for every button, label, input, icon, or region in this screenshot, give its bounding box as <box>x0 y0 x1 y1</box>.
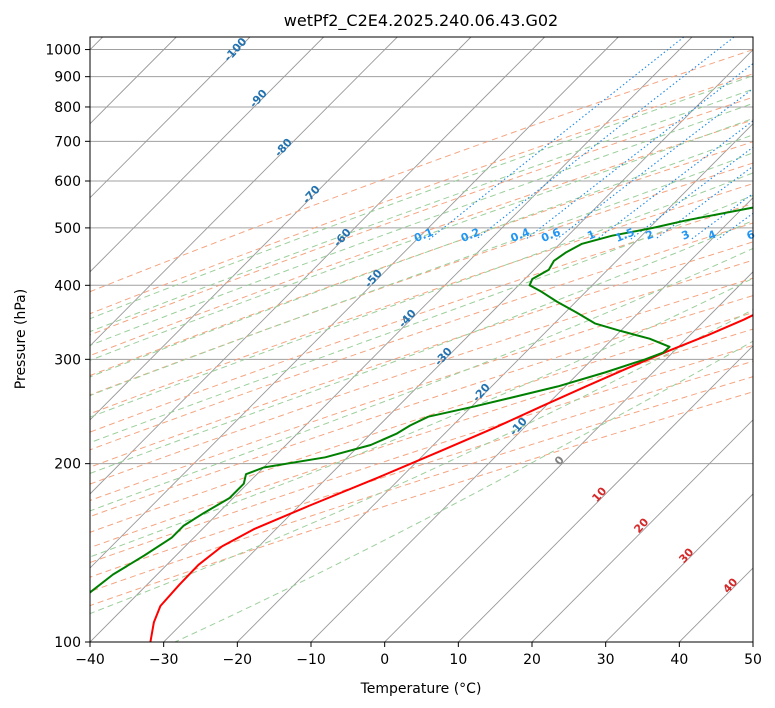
plot-background <box>90 37 753 642</box>
isotherm-line <box>90 37 398 347</box>
x-tick-label: 50 <box>744 652 762 668</box>
x-tick-label: −30 <box>149 652 179 668</box>
mixing-ratio-line <box>756 37 775 240</box>
dry-adiabat-line <box>90 222 753 451</box>
isotherm-line <box>90 37 545 495</box>
moist-adiabat-line <box>90 194 753 444</box>
background-lines <box>90 37 775 642</box>
y-tick-label: 400 <box>54 278 81 294</box>
dry-adiabat-line <box>90 360 753 578</box>
dry-adiabat-line <box>90 391 753 607</box>
isotherm-line <box>90 37 619 569</box>
y-tick-label: 900 <box>54 70 81 86</box>
profile-lines <box>90 206 753 642</box>
isotherm-line <box>237 123 753 642</box>
mixing-ratio-line <box>475 37 735 240</box>
dry-adiabat-line <box>90 96 753 336</box>
x-tick-label: −10 <box>296 652 326 668</box>
dewpoint-profile-line <box>90 206 753 594</box>
isotherm-line <box>90 37 251 199</box>
mixing-ratio-line <box>690 192 753 240</box>
isotherm-line <box>310 197 753 642</box>
dry-adiabat-line <box>90 259 753 485</box>
y-axis-title: Pressure (hPa) <box>13 289 29 389</box>
plot-frame <box>89 36 754 643</box>
mixing-ratio-label: 8 <box>773 228 775 243</box>
mixing-ratio-line <box>555 87 753 240</box>
isotherm-line <box>90 37 324 273</box>
mixing-ratio-line <box>428 37 685 240</box>
x-tick-label: 40 <box>670 652 688 668</box>
x-tick-label: 10 <box>449 652 467 668</box>
mixing-ratio-label: 1 <box>585 228 597 243</box>
dry-adiabat-line <box>90 344 753 564</box>
x-tick-label: 20 <box>523 652 541 668</box>
moist-adiabat-line <box>90 172 753 418</box>
x-tick-label: 0 <box>380 652 389 668</box>
isotherm-line <box>384 271 753 642</box>
y-tick-label: 700 <box>54 134 81 150</box>
moist-adiabat-line <box>90 152 753 397</box>
isotherm-line <box>458 345 753 642</box>
isotherm-line <box>163 49 753 642</box>
moist-adiabat-line <box>90 134 753 378</box>
mixing-ratio-line <box>525 62 753 240</box>
mixing-ratio-line <box>629 146 753 240</box>
chart-title: wetPf2_C2E4.2025.240.06.43.G02 <box>284 11 558 31</box>
y-tick-label: 500 <box>54 221 81 237</box>
y-tick-label: 200 <box>54 457 81 473</box>
dry-adiabat-line <box>90 183 753 415</box>
mixing-ratio-label: 2 <box>644 228 656 243</box>
y-tick-label: 100 <box>54 635 81 651</box>
dry-adiabat-line <box>90 241 753 468</box>
y-tick-label: 1000 <box>45 43 81 59</box>
y-tick-label: 600 <box>54 174 81 190</box>
isotherm-line <box>531 419 753 642</box>
temperature-profile-line <box>149 313 753 642</box>
moist-adiabat-line <box>90 102 753 346</box>
x-tick-label: 30 <box>597 652 615 668</box>
isotherm-line <box>752 641 753 642</box>
isotherm-line <box>605 493 753 642</box>
dry-adiabat-line <box>90 376 753 593</box>
x-tick-label: −20 <box>223 652 253 668</box>
x-tick-label: −40 <box>75 652 105 668</box>
moist-adiabat-line <box>90 247 753 512</box>
dry-adiabat-line <box>90 141 753 377</box>
mixing-ratio-label: 3 <box>680 228 692 243</box>
axes: −40 −30 −20 −10 0 10 20 30 40 50 100 200 300 400 500 60… <box>45 43 762 668</box>
line-labels: 0.10.20.40.611.52346810131620253036-100-… <box>221 35 775 596</box>
isotherm-line <box>90 37 693 642</box>
moist-adiabat-line <box>90 88 753 333</box>
dry-adiabat-line <box>90 203 753 433</box>
dry-adiabat-line <box>90 328 753 549</box>
x-axis-title: Temperature (°C) <box>360 681 482 697</box>
isotherm-line <box>90 37 472 421</box>
y-tick-label: 300 <box>54 352 81 368</box>
y-tick-label: 800 <box>54 100 81 116</box>
